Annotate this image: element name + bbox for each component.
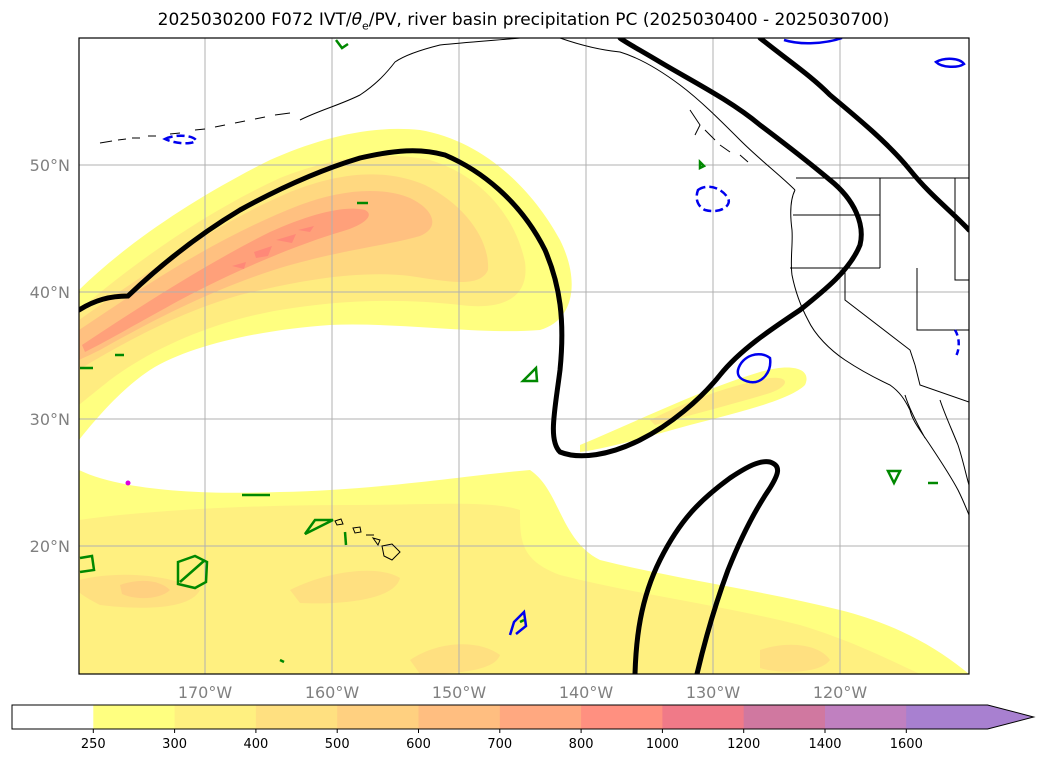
map-frame [78, 37, 970, 675]
colorbar-label: 600 [406, 737, 431, 752]
colorbar-label: 1400 [808, 737, 841, 752]
green-contour-dot-1 [279, 658, 285, 664]
coastlines [99, 38, 969, 516]
title-prefix: 2025030200 F072 IVT/ [157, 10, 352, 30]
magenta-marker [125, 480, 131, 486]
ca-nv-border [844, 268, 916, 366]
ivt-peak-4 [298, 226, 314, 232]
ivt-level-500-north [79, 190, 433, 360]
colorbar-segment [743, 705, 826, 729]
green-contour-dot-2 [519, 618, 525, 624]
aleutian-islands [99, 112, 291, 144]
blue-dashed-nevada [953, 329, 960, 359]
hawaiian-islands [334, 518, 401, 561]
colorbar-label: 250 [81, 737, 106, 752]
pv-northeast [757, 38, 969, 233]
colorbar-label: 300 [162, 737, 187, 752]
colorbar-segment [12, 705, 94, 729]
az-border [914, 364, 969, 403]
colorbar-label: 400 [243, 737, 268, 752]
latitude-labels: 50°N 40°N 30°N 20°N [30, 156, 70, 556]
ivt-peak-1 [232, 262, 246, 269]
bc-islands [689, 109, 749, 163]
lat-label: 50°N [30, 156, 70, 175]
lon-label: 150°W [432, 683, 487, 702]
political-borders [790, 177, 969, 403]
colorbar-segment [825, 705, 907, 729]
map-plot-area [79, 38, 969, 674]
colorbar-label: 1600 [890, 737, 923, 752]
lon-label: 130°W [686, 683, 741, 702]
ivt-level-400-south-d [760, 644, 830, 672]
theta-green-contours [79, 39, 938, 664]
lat-label: 40°N [30, 283, 70, 302]
blue-solid-top-right [933, 57, 966, 68]
colorbar: 250 300 400 500 600 700 800 1000 1200 1400 1600 [11, 704, 1036, 752]
ivt-peak-2 [254, 246, 272, 258]
colorbar-segment [337, 705, 419, 729]
colorbar-segment [174, 705, 257, 729]
title-suffix: /PV, river basin precipitation PC (20250… [368, 10, 890, 30]
kauai [334, 518, 344, 526]
pv-cutoff-south [632, 459, 780, 674]
blue-south [508, 609, 528, 636]
lat-label: 20°N [30, 537, 70, 556]
colorbar-label: 800 [569, 737, 594, 752]
title-theta: θ [351, 10, 362, 30]
colorbar-extension-arrow [906, 705, 1034, 729]
colorbar-segment [255, 705, 338, 729]
colorbar-segment [93, 705, 176, 729]
baja-california [904, 394, 969, 516]
map-title: 2025030200 F072 IVT/θe/PV, river basin p… [0, 10, 1047, 32]
colorbar-segment [499, 705, 582, 729]
mainland-mexico-coast [939, 399, 969, 486]
green-contour-east-tri [885, 469, 903, 486]
theta-blue-contours [162, 38, 966, 636]
ivt-level-600-north [82, 208, 369, 352]
lat-label: 30°N [30, 410, 70, 429]
maui-molokai [366, 534, 381, 547]
montana-border [954, 178, 969, 281]
colorbar-segment [662, 705, 745, 729]
colorbar-label: 1200 [727, 737, 760, 752]
blue-solid-california [736, 353, 772, 384]
lon-label: 170°W [178, 683, 233, 702]
title-sub: e [362, 19, 369, 33]
longitude-labels: 170°W 160°W 150°W 140°W 130°W 120°W [178, 683, 868, 702]
green-contour-hawaii [303, 518, 334, 536]
gulf-of-alaska-coast [559, 38, 796, 191]
green-contour-hawaii-2 [343, 531, 348, 546]
green-contour-mid [519, 365, 539, 383]
colorbar-outline [11, 704, 1036, 730]
green-contour-sw [79, 554, 96, 574]
colorbar-label: 700 [487, 737, 512, 752]
ivt-shading-north [79, 128, 572, 440]
big-island [381, 543, 401, 561]
blue-dashed-bc [695, 185, 731, 213]
green-contour-bc [698, 158, 707, 171]
oahu [352, 526, 362, 534]
blue-solid-top [783, 38, 843, 45]
pv-contours [79, 38, 969, 674]
lon-label: 120°W [813, 683, 868, 702]
ivt-peak-3 [276, 234, 296, 243]
us-west-coast [790, 189, 911, 411]
ivt-level-400-south-b [290, 570, 400, 604]
green-contour-top [335, 39, 349, 50]
ivt-level-500-south [120, 580, 170, 599]
alaska-coast [299, 38, 521, 121]
blue-dashed-aleutian [162, 134, 198, 145]
pv-trough-main [79, 38, 864, 459]
nevada-east-border [916, 268, 969, 331]
green-contour-polygon [176, 554, 209, 590]
lon-label: 140°W [559, 683, 614, 702]
lon-label: 160°W [305, 683, 360, 702]
colorbar-label: 1000 [646, 737, 679, 752]
ivt-level-400-south-c [410, 644, 500, 674]
colorbar-label: 500 [325, 737, 350, 752]
colorbar-segment [418, 705, 501, 729]
colorbar-segment [581, 705, 663, 729]
